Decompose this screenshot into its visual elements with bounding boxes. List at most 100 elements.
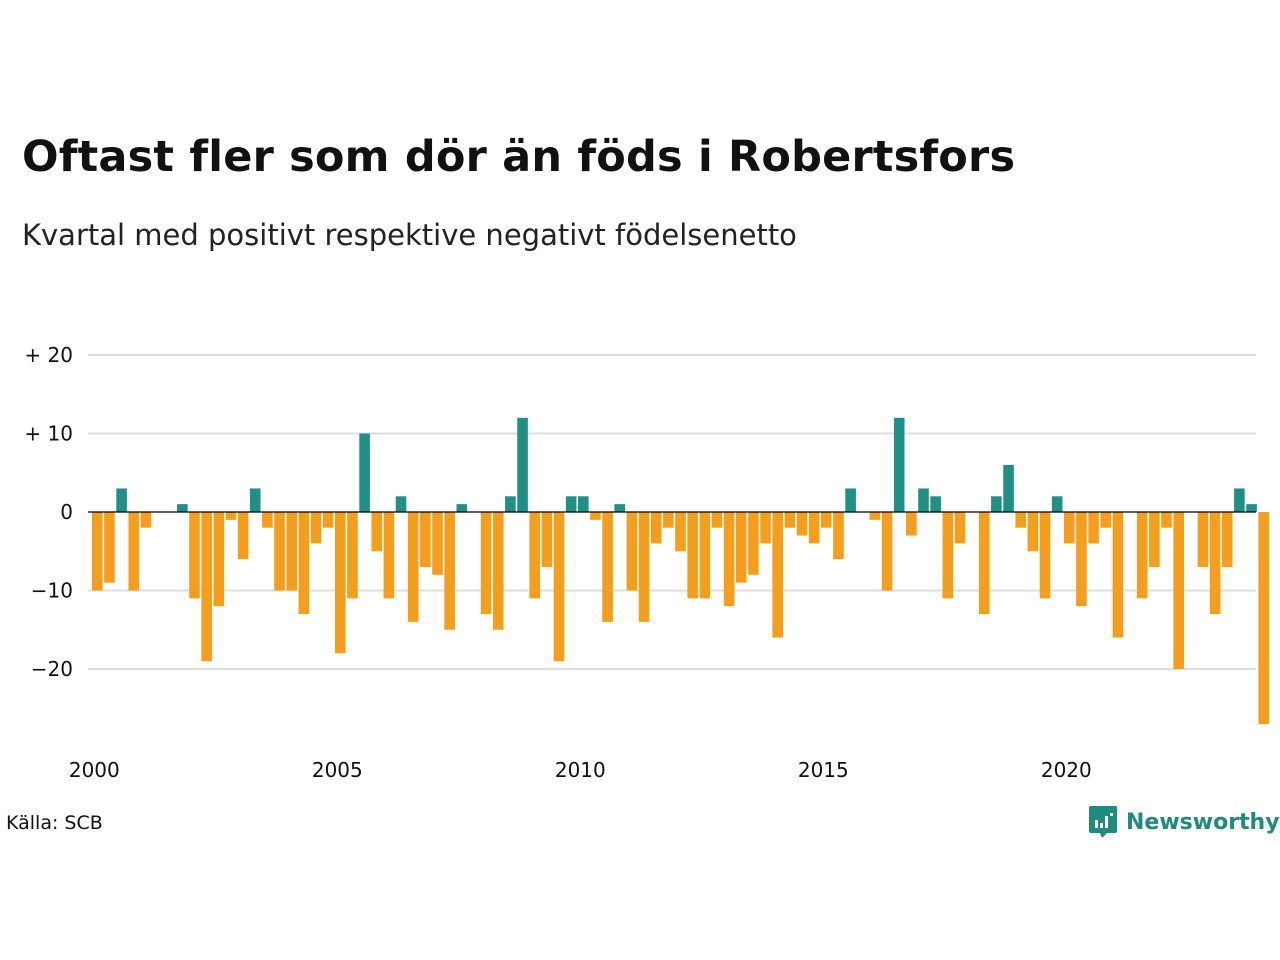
bar-2004-q2 (298, 512, 310, 615)
x-tick-label: 2000 (69, 758, 120, 782)
bar-2014-q1 (772, 512, 783, 638)
bar-2014-q3 (796, 512, 808, 536)
bar-2021-q1 (1112, 512, 1124, 638)
bar-2008-q1 (480, 512, 492, 615)
bar-2003-q1 (237, 512, 249, 560)
x-tick-label: 2010 (555, 758, 606, 782)
source-note: Källa: SCB (6, 812, 103, 834)
bar-2013-q2 (735, 512, 747, 583)
bar-2006-q1 (383, 512, 395, 599)
bar-2012-q4 (711, 512, 723, 528)
bar-2016-q2 (881, 512, 893, 591)
bar-2021-q3 (1136, 512, 1148, 599)
chart-subtitle: Kvartal med positivt respektive negativt… (22, 218, 797, 252)
bar-2000-q3 (116, 488, 127, 512)
bar-2020-q2 (1076, 512, 1087, 607)
bar-2019-q3 (1039, 512, 1051, 599)
bar-2009-q4 (565, 496, 577, 512)
x-tick-label: 2020 (1041, 758, 1092, 782)
bar-2003-q4 (274, 512, 285, 591)
bar-2017-q4 (954, 512, 966, 544)
bar-2016-q4 (906, 512, 917, 536)
chart-title: Oftast fler som dör än föds i Robertsfor… (22, 132, 1016, 182)
bar-2012-q1 (675, 512, 686, 552)
bar-2005-q3 (359, 433, 370, 512)
bar-2015-q1 (821, 512, 832, 528)
bar-2013-q3 (748, 512, 759, 575)
bar-2001-q4 (177, 504, 188, 512)
bar-2006-q2 (395, 496, 407, 512)
bar-2012-q3 (699, 512, 711, 599)
bar-2019-q1 (1015, 512, 1026, 528)
bar-2005-q2 (347, 512, 358, 599)
bars (88, 417, 1269, 724)
y-tick-label: + 20 (24, 343, 73, 367)
bar-2000-q1 (92, 512, 103, 591)
bar-2013-q4 (760, 512, 771, 544)
bar-2004-q1 (286, 512, 297, 591)
y-tick-label: −20 (31, 657, 73, 681)
bar-2014-q2 (784, 512, 796, 528)
bar-2003-q2 (249, 488, 261, 512)
bar-2015-q2 (833, 512, 844, 560)
newsworthy-logo-text: Newsworthy (1126, 809, 1280, 835)
bar-2008-q2 (492, 512, 504, 630)
bar-2015-q3 (845, 488, 856, 512)
bar-2007-q1 (432, 512, 443, 575)
x-tick-label: 2015 (798, 758, 849, 782)
bar-2011-q2 (638, 512, 650, 622)
bar-2022-q4 (1197, 512, 1209, 567)
bar-2006-q4 (420, 512, 431, 567)
bar-2023-q4 (1246, 504, 1257, 512)
bar-2023-q2 (1221, 512, 1233, 567)
bar-2000-q2 (104, 512, 115, 583)
bar-2022-q2 (1173, 512, 1184, 669)
bar-2001-q1 (140, 512, 152, 528)
bar-2008-q4 (517, 417, 528, 512)
bar-2020-q4 (1100, 512, 1112, 528)
bar-2023-q1 (1209, 512, 1221, 615)
bar-2009-q2 (541, 512, 553, 567)
newsworthy-logo: Newsworthy (1088, 804, 1280, 840)
axis-labels: + 20 + 10 0 −10 −20 2000 2005 2010 2015 2020 (24, 343, 1091, 782)
bar-2010-q3 (602, 512, 613, 622)
bar-2024-q1 (1258, 512, 1269, 724)
bar-2002-q2 (201, 512, 212, 662)
bar-2000-q4 (128, 512, 140, 591)
bar-2021-q4 (1149, 512, 1160, 567)
x-tick-label: 2005 (312, 758, 363, 782)
y-tick-label: −10 (31, 579, 73, 603)
bar-2004-q4 (322, 512, 334, 528)
bar-2006-q3 (407, 512, 419, 622)
bar-2007-q3 (456, 504, 468, 512)
bar-2017-q1 (918, 488, 929, 512)
bar-2002-q1 (189, 512, 200, 599)
bar-2009-q3 (553, 512, 565, 662)
y-tick-label: + 10 (24, 422, 73, 446)
bar-2018-q3 (991, 496, 1002, 512)
bar-2012-q2 (687, 512, 698, 599)
y-tick-label: 0 (60, 500, 73, 524)
bar-2003-q3 (262, 512, 273, 528)
bar-2022-q1 (1161, 512, 1172, 528)
bar-2010-q1 (578, 496, 589, 512)
bar-2017-q2 (930, 496, 941, 512)
bar-2002-q3 (213, 512, 225, 607)
bar-2011-q1 (626, 512, 638, 591)
bar-2023-q3 (1234, 488, 1245, 512)
bar-2005-q1 (335, 512, 346, 654)
bar-2018-q2 (978, 512, 990, 615)
bar-2014-q4 (808, 512, 820, 544)
newsworthy-logo-icon (1089, 806, 1117, 838)
bar-2008-q3 (505, 496, 516, 512)
bar-2010-q4 (614, 504, 626, 512)
bar-2005-q4 (371, 512, 383, 552)
bar-2020-q3 (1088, 512, 1099, 544)
bar-2017-q3 (942, 512, 954, 599)
bar-2002-q4 (225, 512, 237, 520)
bar-2013-q1 (723, 512, 735, 607)
bar-2019-q2 (1027, 512, 1039, 552)
bar-2020-q1 (1064, 512, 1075, 544)
bar-2011-q4 (663, 512, 674, 528)
bar-2004-q3 (310, 512, 322, 544)
